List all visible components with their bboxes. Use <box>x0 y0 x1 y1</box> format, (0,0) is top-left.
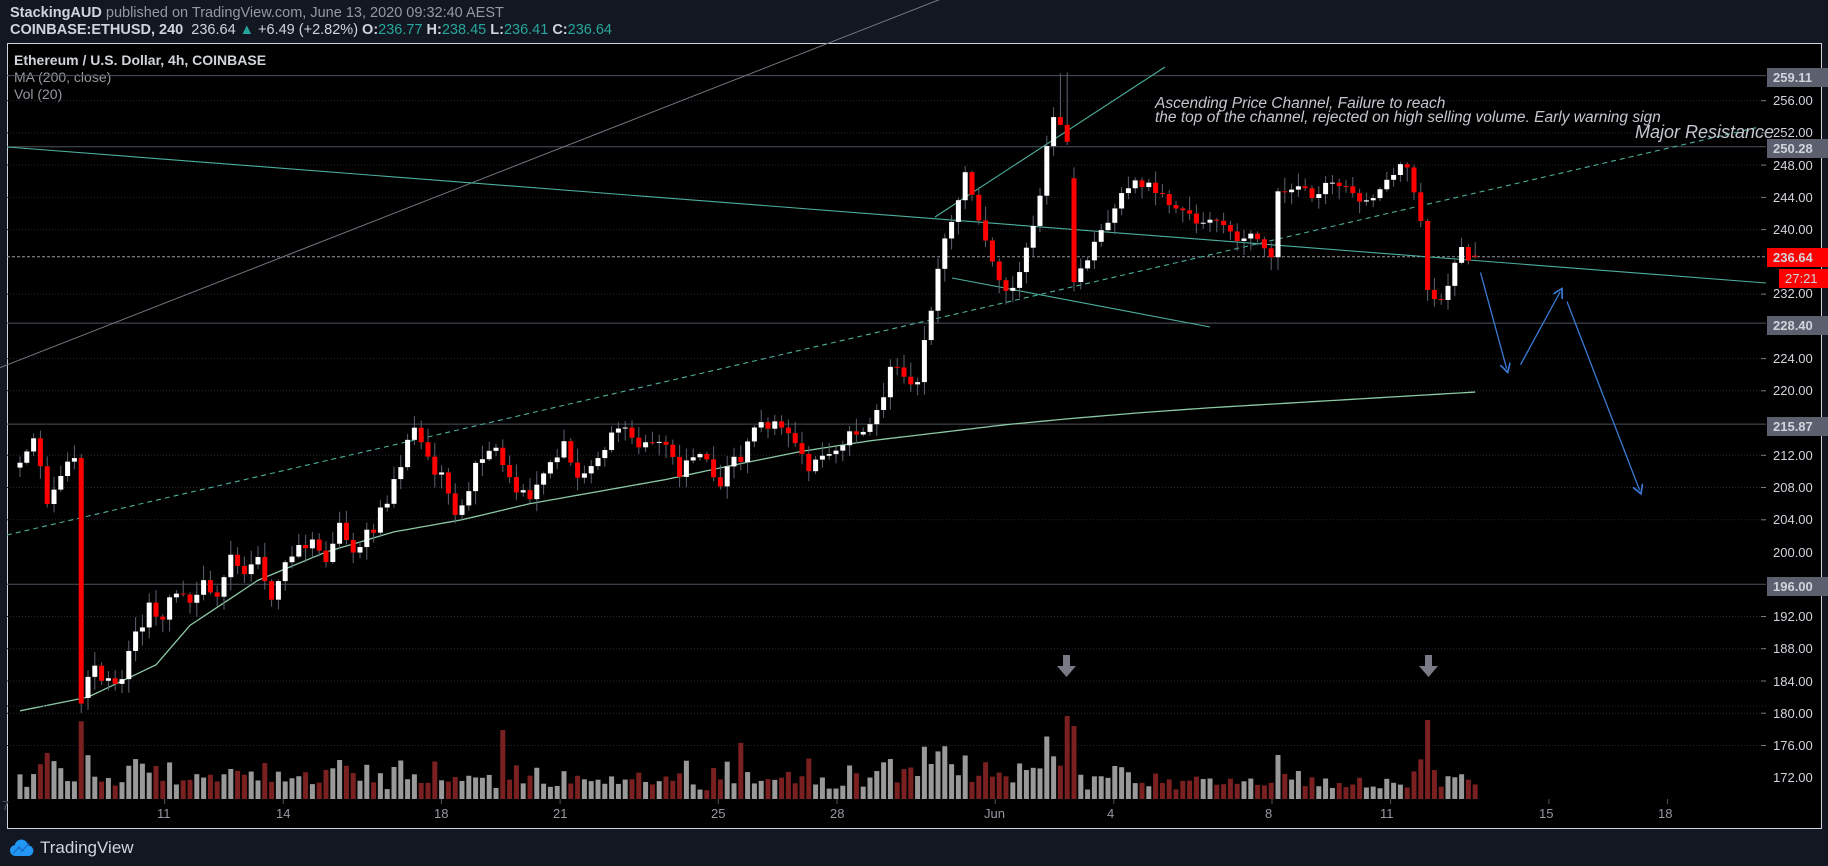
svg-text:the top of the channel, reject: the top of the channel, rejected on high… <box>1155 109 1661 126</box>
svg-text:Major Resistance: Major Resistance <box>1635 122 1774 142</box>
